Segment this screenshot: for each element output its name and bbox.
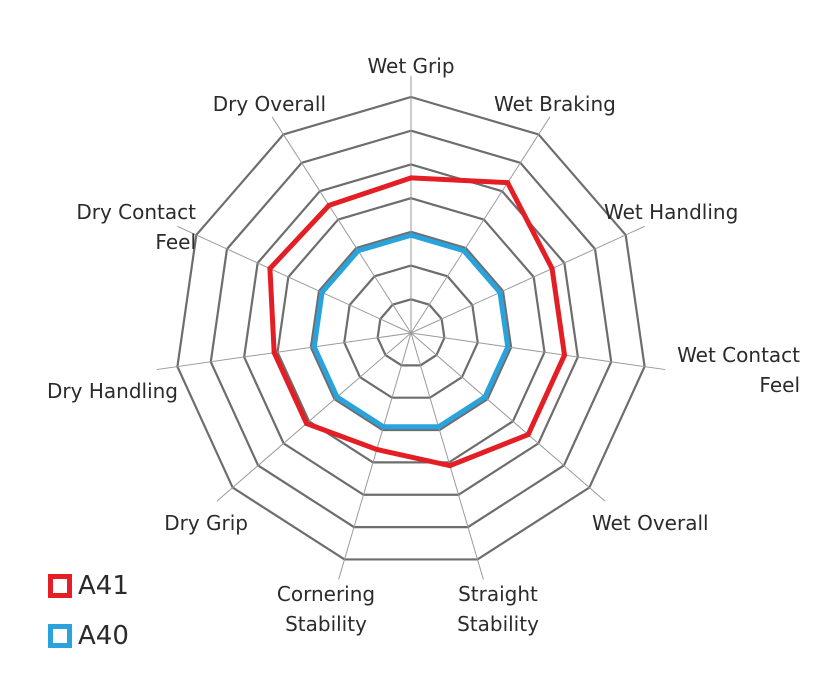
series-layer <box>267 175 568 469</box>
spoke-wet-handling <box>410 225 645 334</box>
spoke-wet-braking <box>410 116 551 334</box>
point-a40-wet-overall <box>482 394 488 400</box>
axis-label-wet-handling: Wet Handling <box>604 200 738 224</box>
point-a41-wet-grip <box>408 175 414 181</box>
point-a41-wet-overall <box>525 432 531 438</box>
point-a40-dry-handling <box>311 344 317 350</box>
point-a40-wet-contact-feel <box>505 344 511 350</box>
series-a40 <box>311 232 511 430</box>
point-a40-wet-braking <box>461 248 467 254</box>
spoke-wet-contact-feel <box>410 332 666 371</box>
point-a40-wet-grip <box>408 232 414 238</box>
point-a41-wet-contact-feel <box>562 352 568 358</box>
point-a40-dry-overall <box>355 248 361 254</box>
axis-label-cornering-stability: Cornering Stability <box>277 582 375 636</box>
point-a41-dry-overall <box>326 202 332 208</box>
legend: A41 A40 <box>48 568 129 668</box>
grid <box>156 76 666 580</box>
axis-label-wet-overall: Wet Overall <box>592 511 709 535</box>
point-a41-wet-handling <box>549 266 555 272</box>
axis-label-dry-overall: Dry Overall <box>213 92 326 116</box>
axis-label-dry-handling: Dry Handling <box>47 379 178 403</box>
grid-ring-3 <box>309 230 513 432</box>
legend-label-a40: A40 <box>78 621 129 651</box>
point-a40-wet-handling <box>497 289 503 295</box>
grid-ring-1 <box>376 298 446 367</box>
grid-ring-7 <box>176 95 646 561</box>
point-a40-straight-stability <box>436 424 442 430</box>
spoke-cornering-stability <box>338 332 412 580</box>
axis-label-dry-grip: Dry Grip <box>164 511 248 535</box>
legend-label-a41: A41 <box>78 571 129 601</box>
spoke-wet-overall <box>410 332 606 502</box>
point-a41-wet-braking <box>505 180 511 186</box>
point-a41-dry-grip <box>304 421 310 427</box>
spoke-dry-contact-feel <box>177 225 412 334</box>
spoke-straight-stability <box>410 332 484 580</box>
axis-label-wet-contact-feel: Wet Contact Feel <box>677 343 800 397</box>
legend-item-a40: A40 <box>48 618 129 654</box>
point-a40-cornering-stability <box>380 424 386 430</box>
point-a41-straight-stability <box>447 463 453 469</box>
grid-ring-5 <box>243 163 579 496</box>
point-a40-dry-contact-feel <box>319 289 325 295</box>
spoke-dry-handling <box>156 332 412 371</box>
spoke-dry-grip <box>216 332 412 502</box>
point-a40-dry-grip <box>334 394 340 400</box>
spoke-dry-overall <box>271 116 412 334</box>
axis-label-wet-braking: Wet Braking <box>494 92 616 116</box>
axis-labels: Wet Grip Wet Braking Wet Handling Wet Conta… <box>47 54 800 636</box>
legend-swatch-a41 <box>48 574 72 598</box>
axis-label-dry-contact-feel: Dry Contact Feel <box>76 200 196 254</box>
legend-swatch-a40 <box>48 624 72 648</box>
point-a41-dry-contact-feel <box>267 266 273 272</box>
point-a41-cornering-stability <box>374 446 380 452</box>
point-a41-dry-handling <box>271 350 277 356</box>
axis-label-wet-grip: Wet Grip <box>367 54 454 78</box>
grid-ring-4 <box>276 196 546 464</box>
axis-label-straight-stability: Straight Stability <box>457 582 539 636</box>
grid-ring-6 <box>209 129 613 529</box>
legend-item-a41: A41 <box>48 568 129 604</box>
grid-ring-2 <box>343 264 479 399</box>
series-a41 <box>267 175 568 469</box>
